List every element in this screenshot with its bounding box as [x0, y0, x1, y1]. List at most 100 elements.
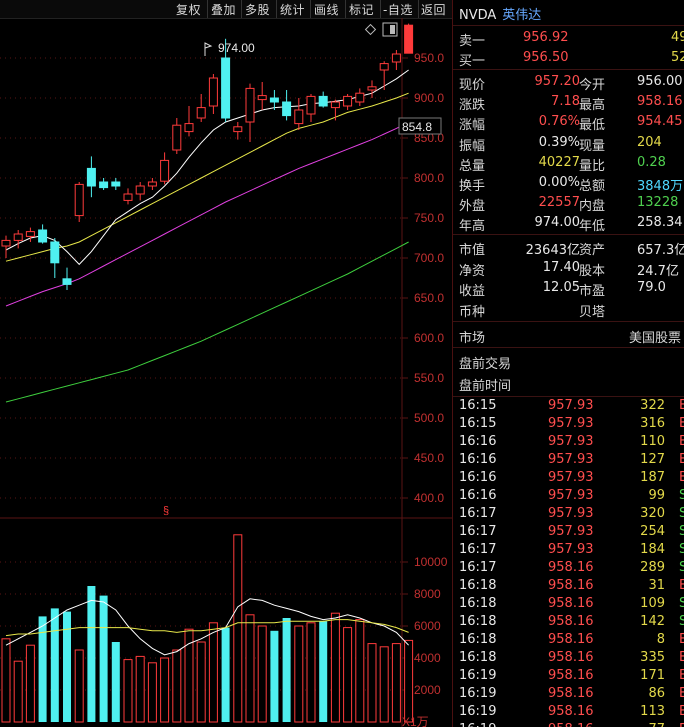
field-label: 净资	[459, 263, 486, 279]
quote-panel: NVDA 英伟达 卖一 956.92 49 买一 956.50 52 现价 957.…	[452, 0, 684, 727]
field-value: 258.34	[637, 215, 683, 231]
volume-bar	[13, 660, 23, 723]
trade-time: 16:19	[459, 722, 496, 727]
candle	[111, 178, 121, 190]
toolbar-back-button[interactable]: 返回	[421, 3, 447, 17]
trade-side: B	[679, 686, 684, 701]
trade-price: 957.93	[548, 452, 594, 467]
stock-code: NVDA	[459, 8, 497, 23]
field-value: 12.05	[542, 280, 580, 295]
toolbar-remove-watchlist-button[interactable]: -自选	[383, 3, 413, 17]
candle	[38, 224, 48, 244]
current-price-tag-text: 854.8	[402, 120, 432, 134]
field-value: 0.00%	[538, 175, 580, 190]
field-label: 贝塔	[579, 304, 606, 320]
trade-side: S	[679, 560, 684, 575]
candle	[379, 61, 389, 90]
volume-bar	[257, 625, 267, 723]
kline-chart-area[interactable]: 复权 叠加 多股 统计 画线 标记 -自选 返回 950.0 900.0 850.0…	[0, 0, 452, 727]
field-value: 0.39%	[538, 134, 580, 150]
volume-bar	[233, 534, 243, 723]
toolbar-fuquan-button[interactable]: 复权	[176, 3, 202, 17]
trade-volume: 142	[640, 614, 665, 629]
candle	[25, 227, 35, 242]
field-value: 0.76%	[538, 114, 580, 130]
trade-side: B	[679, 470, 684, 485]
trade-volume: 99	[648, 488, 665, 503]
trade-row: 16:17 957.93 184 S	[453, 542, 684, 560]
trade-volume: 254	[640, 524, 665, 539]
candle	[367, 80, 377, 98]
trade-row: 16:17 958.16 289 S	[453, 560, 684, 578]
volume-bar	[391, 643, 401, 723]
trade-price: 958.16	[548, 632, 594, 647]
candle	[123, 188, 133, 205]
candle	[306, 94, 316, 122]
field-label: 收益	[459, 284, 486, 299]
toolbar-mark-button[interactable]: 标记	[349, 3, 375, 17]
chart-corner-icons[interactable]	[364, 22, 398, 37]
trade-side: B	[679, 722, 684, 727]
market-value: 美国股票	[629, 331, 682, 346]
toolbar-multistock-button[interactable]: 多股	[245, 3, 271, 17]
candle	[99, 178, 109, 190]
ask-qty: 49	[671, 30, 684, 45]
quote-field-row: 市值 23643亿 资产 657.3亿	[453, 238, 684, 258]
toolbar-draw-button[interactable]: 画线	[314, 3, 340, 17]
premarket-time-row: 盘前时间	[453, 374, 684, 394]
volume-ma-white-line	[5, 598, 409, 656]
trade-time: 16:18	[459, 596, 497, 611]
trade-row: 16:18 958.16 142 S	[453, 614, 684, 632]
field-label: 换手	[459, 179, 486, 194]
trade-row: 16:15 957.93 316 B	[453, 416, 684, 434]
volume-bar	[123, 659, 133, 723]
current-price-tag: 854.8	[398, 117, 442, 135]
field-label: 涨幅	[459, 118, 486, 134]
trade-price: 958.16	[548, 722, 594, 727]
trade-row: 16:16 957.93 187 B	[453, 470, 684, 488]
trade-row: 16:16 957.93 99 S	[453, 488, 684, 506]
volume-bar	[74, 649, 84, 723]
ma-white-line	[5, 69, 409, 266]
market-label: 市场	[459, 331, 486, 346]
trade-side: S	[679, 542, 684, 557]
field-label: 资产	[579, 243, 606, 258]
quote-field-row: 币种 贝塔	[453, 300, 684, 320]
volume-bar	[367, 643, 377, 723]
candle	[318, 91, 328, 108]
volume-bar	[87, 586, 96, 722]
event-marker[interactable]: §	[163, 505, 169, 517]
bid-row: 买一 956.50 52	[453, 49, 684, 69]
price-axis-tick: 450.0	[414, 451, 444, 465]
quote-field-row: 涨跌 7.18 最高 958.16	[453, 93, 684, 113]
candle	[257, 82, 267, 110]
trade-price: 958.16	[548, 578, 594, 593]
volume-axis-tick: 4000	[414, 651, 441, 665]
trade-row: 16:16 957.93 110 B	[453, 434, 684, 452]
diamond-icon[interactable]	[364, 23, 377, 36]
trade-volume: 109	[640, 596, 665, 611]
field-label: 最低	[579, 118, 606, 134]
field-value: 79.0	[637, 280, 666, 295]
volume-axis-tick: 10000	[414, 555, 448, 569]
field-value: 957.20	[534, 74, 581, 89]
field-value: 22557	[538, 195, 580, 211]
toolbar-overlay-button[interactable]: 叠加	[211, 3, 237, 17]
field-value: 40227	[538, 154, 580, 170]
volume-bar	[50, 608, 59, 722]
quote-field-row: 总量 40227 量比 0.28	[453, 154, 684, 174]
chart-canvas[interactable]: 950.0900.0850.0800.0750.0700.0650.0600.0…	[0, 18, 452, 727]
price-axis-tick: 750.0	[414, 211, 444, 225]
volume-bar	[355, 619, 365, 723]
field-label: 年低	[579, 219, 606, 235]
trade-volume: 171	[640, 668, 665, 683]
stock-name[interactable]: 英伟达	[502, 8, 542, 23]
field-label: 今开	[579, 78, 606, 93]
trade-row: 16:15 957.93 322 B	[453, 398, 684, 416]
bid-qty: 52	[671, 50, 684, 65]
trade-volume: 289	[640, 560, 665, 575]
trade-time: 16:15	[459, 416, 497, 431]
toolbar-stats-button[interactable]: 统计	[280, 3, 306, 17]
window-toggle-icon[interactable]	[382, 22, 398, 37]
trade-time: 16:17	[459, 506, 497, 521]
